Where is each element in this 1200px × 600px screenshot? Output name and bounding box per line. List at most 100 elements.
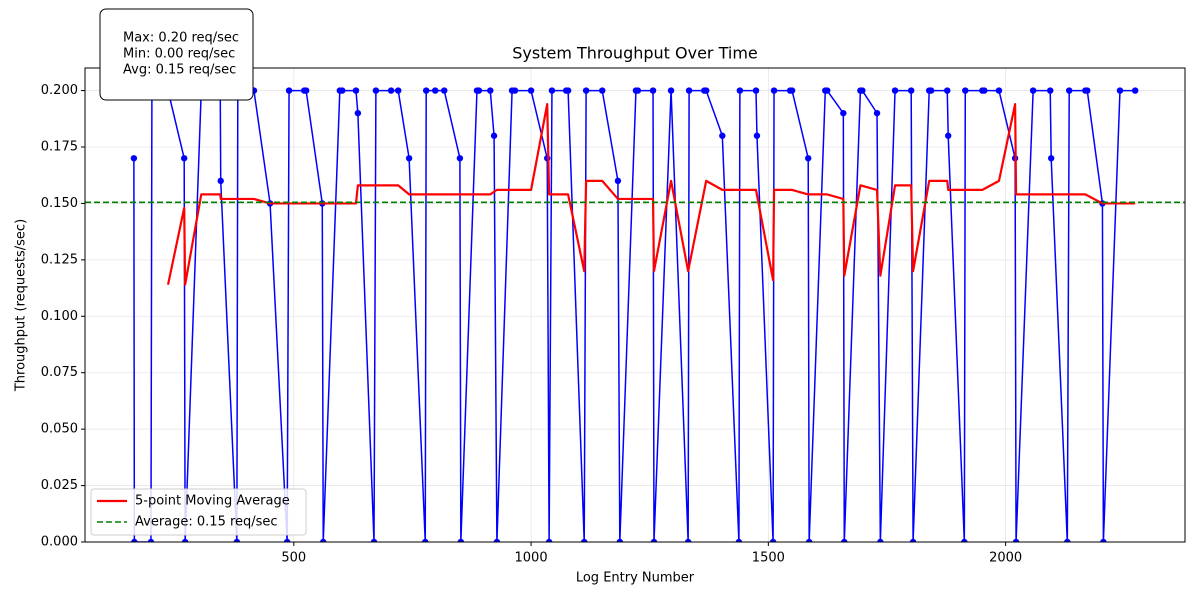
data-point [564, 87, 572, 94]
data-point [130, 155, 138, 162]
data-point [805, 155, 812, 162]
chart-title: System Throughput Over Time [512, 44, 758, 63]
data-point [1047, 87, 1054, 94]
data-point [1029, 87, 1037, 94]
data-point [841, 538, 848, 542]
data-point [581, 538, 588, 542]
data-point [233, 538, 241, 542]
legend-label: Average: 0.15 req/sec [135, 515, 278, 530]
data-point [487, 87, 494, 94]
legend-label: 5-point Moving Average [135, 494, 290, 509]
ticks: 500 1000 1500 2000 0.000 0.025 0.050 0.075 0.100… [41, 83, 1022, 565]
legend-frame [90, 488, 307, 536]
data-point [582, 87, 590, 94]
stats-text: Min: 0.00 req/sec [123, 47, 235, 62]
data-point [753, 132, 761, 139]
data-point [927, 87, 935, 94]
x-tick-label: 1500 [752, 551, 785, 566]
data-point [616, 538, 624, 542]
data-point [1131, 87, 1139, 94]
series-line [166, 103, 1136, 286]
data-point [1066, 87, 1073, 94]
data-point [372, 87, 380, 94]
data-point [840, 109, 847, 117]
data-point [788, 87, 796, 94]
data-point [752, 87, 760, 94]
data-point [456, 155, 464, 162]
y-tick-label: 0.000 [41, 535, 78, 550]
data-point [891, 87, 899, 94]
y-tick-label: 0.150 [41, 196, 78, 211]
data-point [1100, 538, 1107, 542]
data-point [981, 87, 988, 94]
data-point [217, 177, 224, 185]
data-point [490, 132, 498, 139]
stats-box-frame [99, 8, 254, 101]
data-point [805, 538, 813, 542]
data-point [719, 132, 726, 139]
data-point [873, 109, 881, 117]
y-tick-label: 0.100 [41, 309, 78, 324]
data-point [1116, 87, 1124, 94]
data-point [614, 177, 622, 185]
data-point [354, 109, 362, 117]
data-point [302, 87, 310, 94]
data-point [475, 87, 483, 94]
data-point [387, 87, 395, 94]
y-tick-label: 0.075 [41, 365, 78, 380]
data-point [909, 538, 917, 542]
data-point [650, 538, 658, 542]
x-tick-label: 500 [281, 551, 306, 566]
data-point [1012, 538, 1020, 542]
y-tick-label: 0.050 [41, 422, 78, 437]
y-axis-label: Throughput (requests/sec) [14, 219, 29, 392]
y-tick-label: 0.200 [41, 83, 78, 98]
data-point [944, 87, 951, 94]
data-point [493, 538, 501, 542]
data-point [770, 87, 778, 94]
data-point [649, 87, 657, 94]
legend: 5-point Moving Average Average: 0.15 req/… [90, 488, 307, 536]
data-point [147, 538, 155, 542]
x-tick-label: 2000 [989, 551, 1022, 566]
data-point [961, 538, 968, 542]
data-point [545, 538, 553, 542]
data-point [1084, 87, 1091, 94]
data-point [511, 87, 519, 94]
data-point [131, 538, 138, 542]
data-point [422, 538, 429, 542]
data-point [339, 87, 346, 94]
data-point [769, 538, 777, 542]
data-point [441, 87, 448, 94]
data-point [962, 87, 969, 94]
x-tick-label: 1000 [515, 551, 548, 566]
stats-text: Max: 0.20 req/sec [123, 31, 239, 46]
data-point [667, 87, 675, 94]
y-tick-label: 0.175 [41, 140, 78, 155]
stats-text: Avg: 0.15 req/sec [123, 63, 236, 78]
data-point [527, 87, 535, 94]
data-point [370, 538, 378, 542]
x-axis-label: Log Entry Number [576, 571, 695, 586]
data-point [180, 155, 188, 162]
data-point [634, 87, 642, 94]
y-tick-label: 0.025 [41, 478, 78, 493]
data-point [859, 87, 866, 94]
data-point [320, 538, 327, 542]
data-point [405, 155, 413, 162]
data-point [352, 87, 360, 94]
data-point [823, 87, 831, 94]
data-point [945, 132, 952, 139]
data-point [395, 87, 402, 94]
y-tick-label: 0.125 [41, 252, 78, 267]
data-point [702, 87, 710, 94]
data-point [457, 538, 465, 542]
data-point [432, 87, 439, 94]
data-point [283, 538, 291, 542]
data-point [1047, 155, 1055, 162]
data-point [877, 538, 884, 542]
data-point [684, 538, 692, 542]
data-point [599, 87, 606, 94]
